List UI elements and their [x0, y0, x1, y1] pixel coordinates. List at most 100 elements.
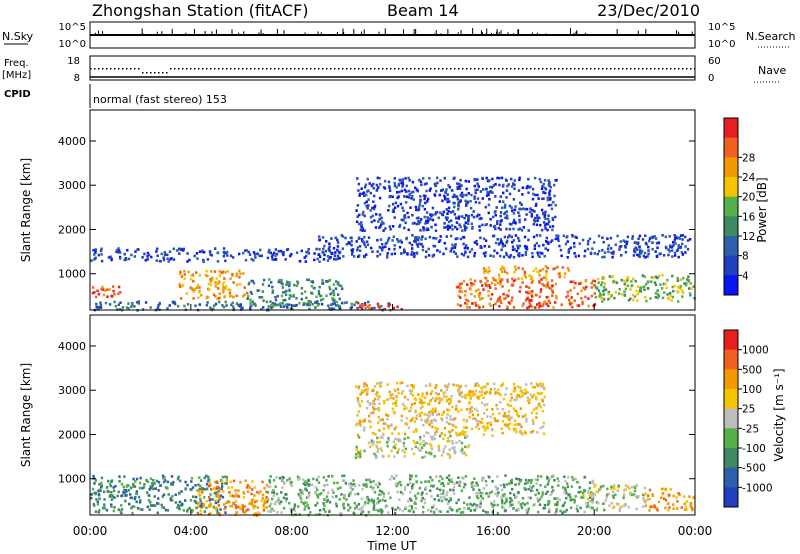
data-cell — [512, 507, 515, 510]
data-cell — [183, 277, 186, 280]
data-cell — [232, 295, 235, 299]
data-cell — [512, 306, 516, 309]
data-cell — [564, 242, 568, 246]
data-cell — [379, 447, 383, 450]
data-cell — [414, 445, 417, 449]
data-cell — [539, 223, 542, 227]
data-cell — [553, 267, 557, 270]
freq-point — [102, 68, 104, 70]
freq-point — [178, 68, 180, 70]
data-cell — [436, 176, 439, 180]
data-cell — [429, 484, 433, 488]
data-cell — [521, 193, 524, 196]
data-cell — [507, 415, 511, 419]
data-cell — [242, 295, 245, 298]
data-cell — [527, 286, 531, 289]
data-cell — [214, 508, 218, 511]
data-cell — [154, 487, 157, 490]
data-cell — [472, 215, 476, 219]
data-cell — [476, 197, 480, 200]
data-cell — [410, 191, 413, 194]
data-cell — [455, 432, 458, 436]
data-cell — [675, 237, 678, 240]
data-cell — [548, 508, 551, 511]
data-cell — [626, 485, 629, 488]
data-cell — [465, 202, 468, 205]
data-cell — [442, 492, 445, 495]
data-cell — [587, 504, 590, 508]
data-cell — [464, 384, 468, 388]
colorbar-tick-label: -100 — [742, 443, 766, 455]
data-cell — [459, 304, 462, 307]
colorbar-segment — [724, 118, 738, 139]
data-cell — [485, 492, 488, 495]
data-cell — [205, 304, 209, 307]
data-cell — [457, 498, 460, 502]
data-cell — [500, 240, 503, 243]
data-cell — [430, 225, 433, 229]
data-cell — [196, 283, 200, 287]
data-cell — [449, 219, 453, 222]
data-cell — [255, 499, 259, 503]
data-cell — [343, 301, 347, 305]
data-cell — [483, 268, 486, 272]
data-cell — [308, 494, 311, 497]
data-cell — [539, 251, 542, 255]
data-cell — [124, 494, 127, 497]
data-cell — [534, 395, 538, 399]
data-cell — [414, 507, 417, 510]
data-cell — [398, 190, 401, 194]
data-cell — [407, 176, 410, 180]
data-cell — [316, 300, 319, 303]
data-cell — [182, 249, 185, 252]
data-cell — [139, 476, 142, 480]
data-cell — [546, 217, 550, 221]
data-cell — [595, 285, 598, 289]
data-cell — [610, 501, 614, 505]
data-cell — [463, 426, 466, 429]
data-cell — [371, 443, 375, 446]
data-cell — [372, 200, 375, 203]
data-cell — [218, 496, 222, 500]
data-cell — [518, 239, 521, 243]
data-cell — [531, 279, 535, 283]
data-cell — [446, 212, 449, 215]
data-cell — [581, 238, 585, 242]
data-cell — [524, 431, 527, 435]
data-cell — [543, 387, 546, 390]
data-cell — [387, 414, 390, 417]
data-cell — [363, 214, 366, 218]
data-cell — [364, 388, 367, 392]
data-cell — [597, 281, 600, 284]
data-cell — [502, 292, 505, 296]
data-cell — [485, 390, 488, 394]
data-cell — [340, 301, 344, 305]
data-cell — [117, 247, 120, 250]
data-cell — [432, 504, 436, 508]
data-cell — [639, 289, 642, 292]
data-cell — [693, 496, 696, 499]
data-cell — [474, 200, 478, 204]
data-cell — [183, 270, 186, 273]
data-cell — [378, 213, 382, 216]
data-cell — [186, 508, 190, 511]
data-cell — [307, 278, 310, 282]
data-cell — [651, 241, 654, 244]
data-cell — [149, 485, 152, 488]
data-cell — [432, 244, 435, 248]
data-cell — [357, 301, 360, 305]
data-cell — [491, 480, 494, 483]
data-cell — [468, 306, 471, 309]
data-cell — [444, 445, 447, 448]
data-cell — [252, 251, 256, 254]
data-cell — [360, 307, 364, 311]
data-cell — [498, 176, 501, 180]
data-cell — [419, 180, 423, 184]
data-cell — [652, 276, 655, 280]
data-cell — [213, 270, 217, 273]
data-cell — [534, 204, 538, 207]
data-cell — [320, 492, 323, 495]
data-cell — [371, 214, 374, 218]
data-cell — [171, 494, 174, 498]
